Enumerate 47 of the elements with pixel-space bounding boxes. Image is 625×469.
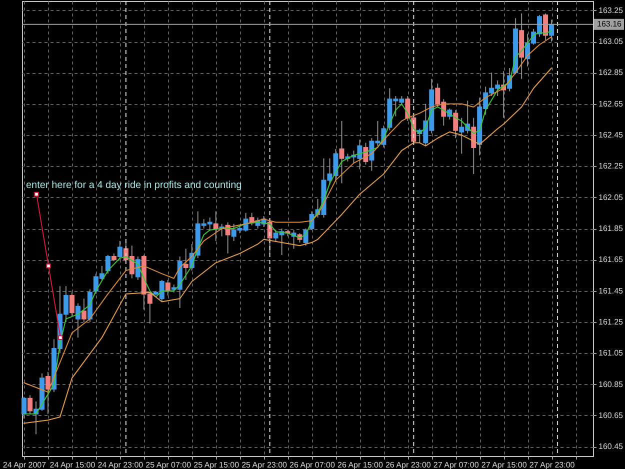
candlestick bbox=[81, 298, 86, 322]
y-tick-label: 161.25 bbox=[598, 317, 624, 326]
point bbox=[58, 335, 63, 340]
candlestick bbox=[45, 371, 50, 414]
y-tick-label: 161.45 bbox=[598, 286, 624, 296]
x-tick-label: 27 Apr 07:00 bbox=[433, 460, 480, 469]
y-tick-label: 161.05 bbox=[598, 348, 624, 358]
x-tick-label: 25 Apr 23:00 bbox=[242, 460, 288, 469]
x-tick-label: 26 Apr 23:00 bbox=[385, 460, 432, 469]
candlestick bbox=[339, 120, 344, 184]
y-tick-label: 162.05 bbox=[598, 192, 624, 202]
x-tick-label: 26 Apr 15:00 bbox=[338, 460, 384, 469]
ref-line-label: 163.16 bbox=[597, 19, 622, 28]
point bbox=[46, 264, 51, 268]
x-tick-label: 24 Apr 15:00 bbox=[50, 460, 96, 469]
annotation: enter here for a 4 day ride in profits and counting bbox=[26, 180, 242, 191]
x-tick-label: 27 Apr 15:00 bbox=[481, 460, 528, 469]
candlestick bbox=[105, 254, 110, 274]
y-tick-label: 162.25 bbox=[598, 162, 624, 171]
candlestick bbox=[543, 12, 548, 40]
point bbox=[34, 192, 39, 197]
candlestick bbox=[27, 394, 32, 414]
candlestick bbox=[471, 117, 476, 174]
candlestick bbox=[75, 302, 80, 338]
candlestick bbox=[213, 210, 218, 242]
x-tick-label: 24 Apr 23:00 bbox=[98, 460, 144, 469]
y-tick-label: 160.85 bbox=[598, 380, 624, 389]
candlestick bbox=[453, 110, 458, 139]
x-tick-label: 27 Apr 23:00 bbox=[529, 460, 576, 469]
y-tick-label: 160.45 bbox=[598, 442, 624, 452]
x-tick-label: 25 Apr 15:00 bbox=[194, 460, 240, 469]
candlestick bbox=[183, 248, 188, 280]
y-tick-label: 162.65 bbox=[598, 99, 624, 108]
x-tick-label: 26 Apr 07:00 bbox=[290, 460, 336, 469]
x-tick-label: 24 Apr 2007 bbox=[2, 460, 47, 469]
y-tick-label: 162.45 bbox=[598, 130, 624, 140]
y-tick-label: 161.65 bbox=[598, 255, 624, 264]
y-tick-label: 162.85 bbox=[598, 68, 624, 78]
candlestick bbox=[165, 279, 170, 296]
y-tick-label: 161.85 bbox=[598, 224, 624, 233]
candlestick bbox=[69, 292, 74, 316]
y-tick-label: 160.65 bbox=[598, 410, 624, 420]
x-tick-label: 25 Apr 07:00 bbox=[146, 460, 192, 469]
candlestick bbox=[22, 396, 26, 420]
candlestick bbox=[117, 240, 122, 260]
y-tick-label: 163.05 bbox=[598, 37, 624, 46]
y-tick-label: 163.25 bbox=[598, 6, 624, 15]
